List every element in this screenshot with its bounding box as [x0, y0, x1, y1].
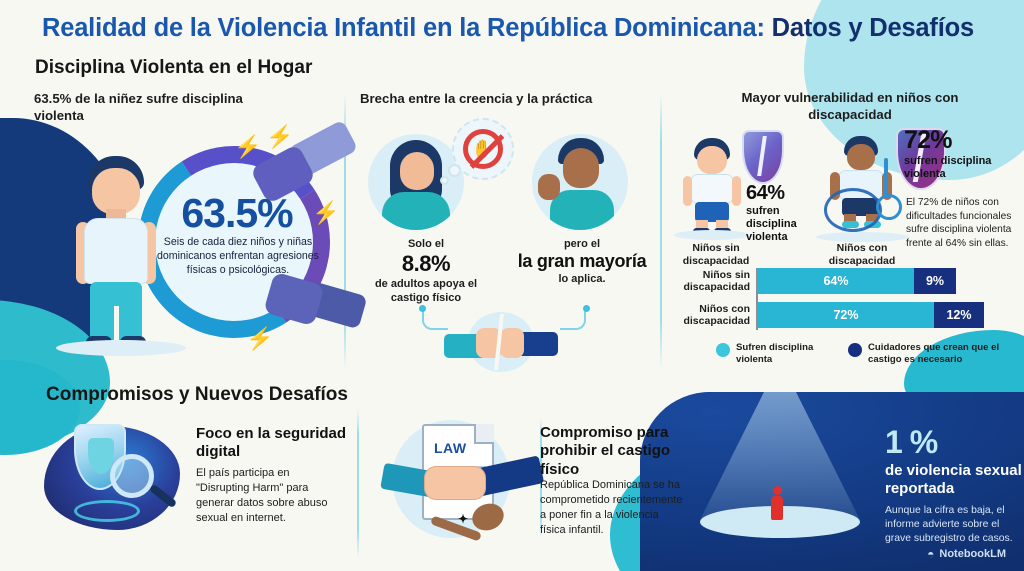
connector-left — [422, 308, 448, 330]
kid-with-disability-wheelchair-icon — [824, 136, 902, 236]
connector-dot-right — [583, 305, 590, 312]
divider-column-2-3 — [660, 92, 662, 370]
legend-dot-teal-icon — [716, 343, 730, 357]
chart-row-1-bars: 64% 9% — [758, 268, 956, 294]
chart-row-2-bars: 72% 12% — [758, 302, 984, 328]
broken-handshake-icon — [444, 312, 562, 372]
notebooklm-watermark: ◓ NotebookLM — [927, 547, 1006, 561]
thought-dot-small — [440, 176, 449, 185]
kid2-percentage-text: sufren disciplina violenta — [904, 155, 992, 181]
stat-practice-prefix: pero el — [563, 238, 601, 250]
divider-column-1-2 — [344, 92, 346, 370]
digital-ring-icon — [74, 500, 140, 522]
lightning-bolt-icon-1: ⚡ — [234, 134, 262, 159]
legend-label-teal: Sufren disciplina violenta — [736, 342, 814, 365]
kid1-shadow — [674, 230, 750, 240]
kid-without-disability-icon — [682, 138, 742, 235]
disability-bar-chart: Niños sin discapacidad 64% 9% Niños con … — [672, 268, 1002, 334]
stat-practice: pero el la gran mayoría lo aplica. — [508, 238, 656, 287]
sexual-violence-body: Aunque la cifra es baja, el informe advi… — [885, 505, 1013, 545]
legend-item-navy: Cuidadores que crean que el castigo es n… — [848, 342, 1000, 365]
magnifier-icon — [110, 454, 154, 498]
woman-avatar-icon — [368, 134, 464, 230]
connector-dot-left — [419, 305, 426, 312]
lightning-bolt-icon-2: ⚡ — [266, 124, 294, 149]
kid2-stat: 72% sufren disciplina violenta — [904, 126, 1016, 181]
stat-belief: Solo el 8.8% de adultos apoya el castigo… — [356, 238, 496, 306]
page-title-accent: Datos y Desafíos — [771, 14, 974, 42]
sexual-violence-percentage: 1 % — [885, 424, 938, 460]
chart-row-2-segment-1: 72% — [758, 302, 934, 328]
column2-illustration: ✋ Solo el 8.8% de adultos apoya el casti… — [356, 116, 656, 372]
column3-paragraph: El 72% de niños con dificultades funcion… — [906, 197, 1012, 249]
big-percentage-63: 63.5% — [181, 190, 293, 236]
stat-practice-desc: lo aplica. — [558, 273, 606, 285]
child-silhouette-icon — [770, 486, 784, 520]
boy-figure-icon — [68, 156, 164, 352]
section-heading-hogar: Disciplina Violenta en el Hogar — [35, 57, 313, 78]
kid1-caption: Niños sin discapacidad — [682, 242, 750, 267]
break-spark-icon: ✦ — [458, 512, 469, 526]
column1-note: Seis de cada diez niños y niñas dominica… — [157, 236, 319, 276]
page-title: Realidad de la Violencia Infantil en la … — [42, 14, 974, 43]
kid2-percentage: 72% — [904, 126, 952, 154]
legend-label-navy: Cuidadores que crean que el castigo es n… — [868, 342, 1000, 365]
no-hitting-icon: ✋ — [463, 129, 503, 169]
column3-illustration: 64% sufren disciplina violenta Niños sin… — [668, 124, 1018, 267]
section-heading-compromisos: Compromisos y Nuevos Desafíos — [46, 384, 348, 405]
kid1-percentage: 64% — [746, 182, 785, 204]
kid1-stat: 64% sufren disciplina violenta — [746, 182, 824, 245]
digital-card-body: El país participa en "Disrupting Harm" p… — [196, 467, 328, 524]
divider-bottom-1-2 — [357, 408, 359, 558]
thought-bubble: ✋ — [452, 118, 514, 180]
man-avatar-icon — [532, 134, 628, 230]
chart-row-1: Niños sin discapacidad 64% 9% — [672, 268, 1002, 294]
digital-card-title: Foco en la seguridad digital — [196, 425, 347, 461]
law-card-body: República Dominicana se ha comprometido … — [540, 479, 683, 536]
connector-right — [560, 308, 586, 330]
stat-practice-value: la gran mayoría — [517, 251, 647, 271]
digital-security-illustration — [36, 408, 186, 548]
legend-item-teal: Sufren disciplina violenta — [716, 342, 832, 365]
column1-heading: 63.5% de la niñez sufre disciplina viole… — [34, 91, 243, 123]
stat-belief-value: 8.8% — [401, 251, 451, 276]
sexual-violence-subtitle: de violencia sexual reportada — [885, 462, 1022, 497]
chart-row-2-segment-2: 12% — [934, 302, 984, 328]
chart-legend: Sufren disciplina violenta Cuidadores qu… — [716, 342, 1016, 365]
chart-row-2-label: Niños con discapacidad — [683, 303, 750, 328]
kid1-percentage-text: sufren disciplina violenta — [746, 205, 797, 244]
lightning-bolt-icon-3: ⚡ — [312, 200, 340, 225]
handshake-icon — [424, 466, 486, 500]
law-card-title: Compromiso para prohibir el castigo físi… — [540, 424, 671, 478]
page-title-main: Realidad de la Violencia Infantil en la … — [42, 14, 772, 42]
lightning-bolt-icon-4: ⚡ — [246, 326, 274, 351]
legend-dot-navy-icon — [848, 343, 862, 357]
chart-row-1-label: Niños sin discapacidad — [683, 269, 750, 294]
kid2-shadow — [816, 232, 908, 242]
broken-shield-icon-2 — [896, 128, 946, 190]
floor-shadow — [56, 340, 186, 356]
notebooklm-label: NotebookLM — [939, 548, 1006, 560]
column1-illustration: ⚡ ⚡ ⚡ ⚡ 63.5% Seis de cada diez niños y … — [20, 118, 368, 368]
chart-row-2: Niños con discapacidad 72% 12% — [672, 302, 1002, 328]
law-illustration: LAW ✦ — [380, 412, 545, 552]
chart-row-1-segment-1: 64% — [758, 268, 914, 294]
notebooklm-logo-icon: ◓ — [927, 547, 935, 561]
broken-shield-icon-1 — [742, 130, 784, 184]
chart-axis — [756, 268, 758, 330]
stat-belief-prefix: Solo el — [407, 238, 445, 250]
law-document-label: LAW — [434, 440, 467, 456]
column2-heading: Brecha entre la creencia y la práctica — [360, 91, 593, 106]
kid2-caption: Niños con discapacidad — [828, 242, 896, 267]
chart-row-1-segment-2: 9% — [914, 268, 956, 294]
column3-heading: Mayor vulnerabilidad en niños con discap… — [741, 90, 959, 122]
stat-belief-desc: de adultos apoya el castigo físico — [374, 278, 478, 304]
